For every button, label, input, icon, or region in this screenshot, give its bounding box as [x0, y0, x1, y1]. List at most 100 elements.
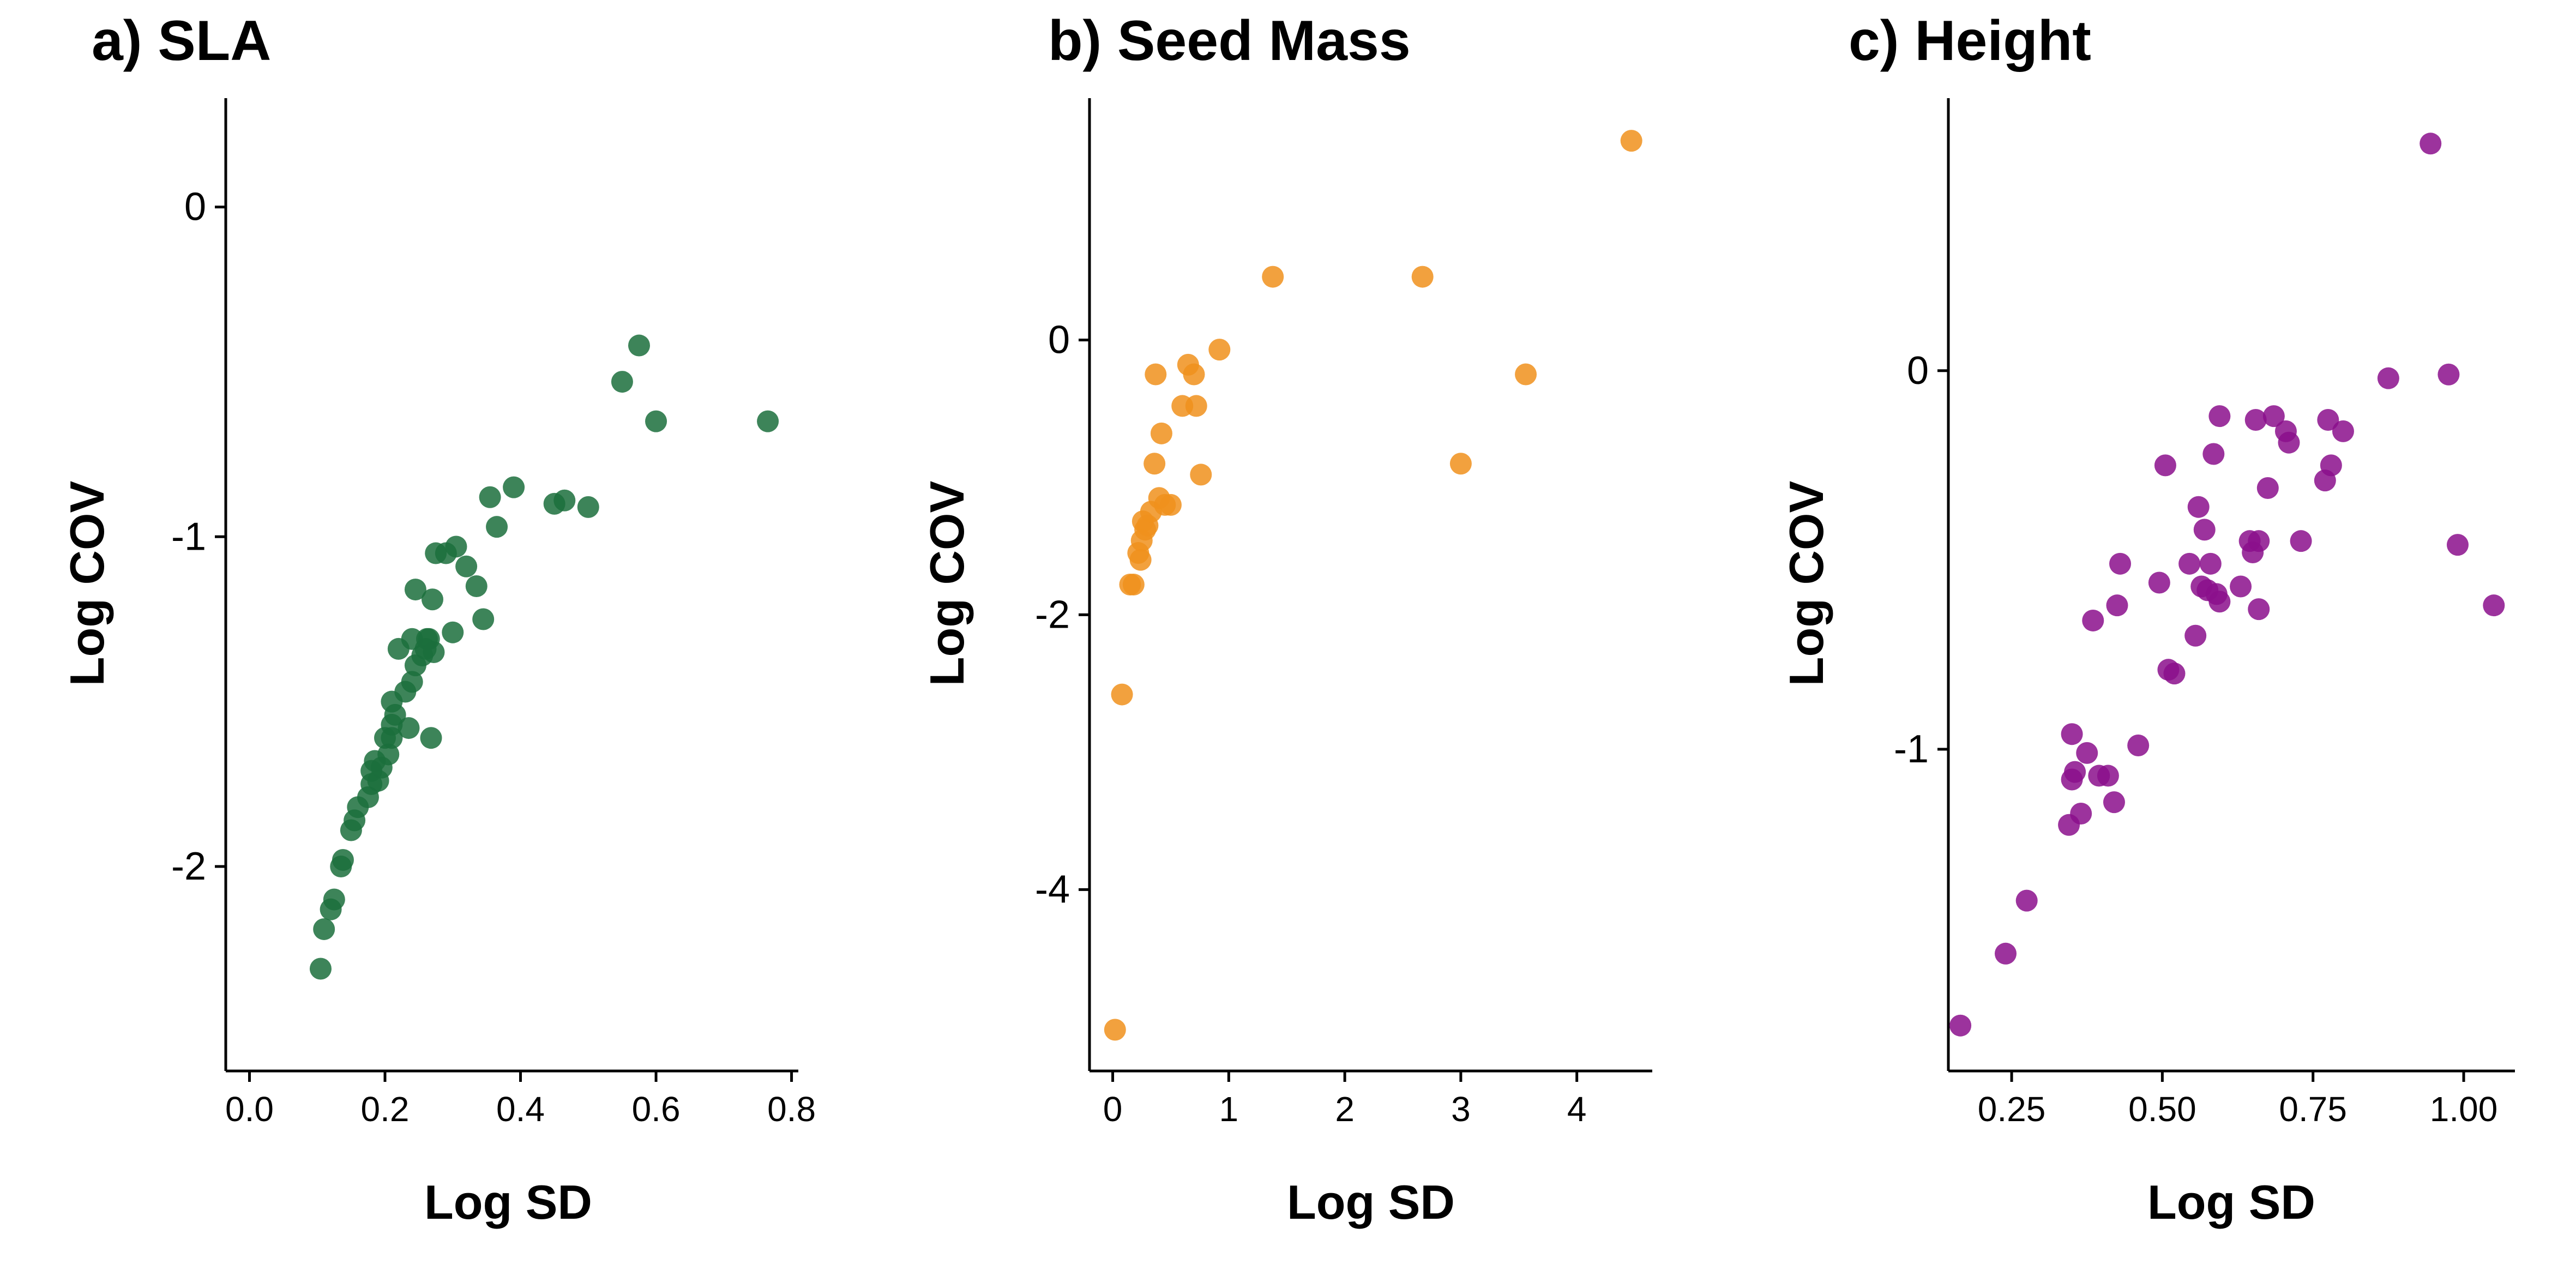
panel-a-ylabel: Log COV [60, 480, 114, 686]
panel-b-plot: 0 1 2 3 4 0 -2 -4 [1035, 98, 1652, 1129]
panel-c: c) Height Log SD Log COV 0.25 0.50 0.75 1.0… [1779, 9, 2515, 1229]
panel-c-xlabel: Log SD [2147, 1175, 2315, 1229]
panel-b-point [1145, 363, 1167, 386]
panel-c-point [2419, 133, 2442, 155]
panel-a-x-tick-label: 0.4 [496, 1090, 545, 1129]
panel-a-point [377, 743, 400, 766]
panel-c-point [2076, 742, 2098, 764]
panel-a-point [323, 888, 345, 911]
panel-c-point [2061, 723, 2083, 745]
panel-c-point [2109, 552, 2132, 575]
panel-c-point [2163, 663, 2186, 685]
panel-a-point [404, 579, 426, 601]
panel-b-point [1111, 683, 1133, 706]
panel-a-point [645, 410, 667, 432]
panel-b-point [1104, 1019, 1126, 1041]
panel-c-point [2184, 624, 2207, 647]
panel-b-point [1183, 363, 1205, 386]
panel-b-x-tick-label: 0 [1103, 1090, 1123, 1129]
panel-b-x-tick-label: 4 [1567, 1090, 1587, 1129]
panel-a-point [401, 671, 423, 693]
panel-b-title: b) Seed Mass [1048, 9, 1411, 73]
panel-c-point [2446, 534, 2469, 556]
panel-a-x-tick-label: 0.8 [767, 1090, 816, 1129]
panel-a-point [445, 535, 467, 558]
panel-a: a) SLA Log SD Log COV 0.0 0.2 0.4 0.6 0.8 0 -1… [60, 9, 816, 1229]
panel-a-point [313, 918, 335, 940]
panel-c-point [2377, 367, 2399, 389]
panel-c-point [2064, 761, 2086, 783]
panel-b-point [1262, 266, 1284, 288]
panel-c-point [2202, 443, 2225, 465]
panel-a-point [398, 717, 420, 739]
panel-c-point [2483, 594, 2505, 617]
panel-c-point [2248, 530, 2270, 552]
panel-c-point [2097, 765, 2119, 787]
panel-a-point [472, 608, 495, 630]
panel-b-point [1620, 130, 1642, 152]
panel-c-point [2248, 598, 2270, 621]
panel-b-point [1515, 363, 1537, 386]
panel-c-point [2208, 591, 2231, 613]
panel-b-point [1185, 395, 1207, 417]
panel-a-point [553, 489, 576, 511]
panel-c-point [2332, 420, 2354, 442]
panel-c-point [2178, 552, 2201, 575]
panel-a-point [479, 486, 501, 508]
panel-b-point [1122, 574, 1145, 595]
panel-c-point [2437, 363, 2460, 386]
panel-c-x-tick-label: 0.75 [2279, 1090, 2347, 1129]
panel-b-x-tick-label: 3 [1451, 1090, 1471, 1129]
panel-b-point [1150, 422, 1172, 444]
panel-a-point [486, 516, 508, 538]
panel-c-x-tick-label: 0.50 [2128, 1090, 2196, 1129]
panel-c-x-tick-label: 1.00 [2430, 1090, 2498, 1129]
panel-a-plot: 0.0 0.2 0.4 0.6 0.8 0 -1 -2 [171, 98, 816, 1129]
panel-a-y-tick-label: 0 [184, 185, 206, 229]
panel-a-point [332, 848, 354, 871]
panel-a-point [421, 588, 443, 611]
panel-a-x-tick-label: 0.0 [225, 1090, 274, 1129]
panel-a-point [628, 334, 650, 357]
panel-c-point [2244, 409, 2267, 431]
panel-b-point [1159, 493, 1182, 516]
panel-b-point [1143, 453, 1166, 475]
panel-a-point [455, 555, 478, 577]
panel-b-point [1411, 266, 1434, 288]
panel-c-point [2148, 571, 2170, 594]
panel-c-ylabel: Log COV [1779, 480, 1833, 686]
panel-a-point [611, 371, 633, 393]
panel-c-y-tick-label: -1 [1894, 727, 1929, 771]
panel-a-y-tick-label: -2 [171, 845, 206, 888]
panel-b-point [1129, 549, 1152, 571]
panel-a-point [420, 727, 442, 749]
panel-b-ylabel: Log COV [920, 480, 974, 686]
panel-b-point [1208, 339, 1231, 361]
panel-a-point [465, 575, 487, 598]
panel-c-point [1949, 1014, 1972, 1037]
panel-c-point [2082, 609, 2104, 631]
panel-b-xlabel: Log SD [1287, 1175, 1455, 1229]
panel-c-point [1995, 942, 2017, 965]
panel-a-y-tick-label: -1 [171, 515, 206, 558]
panel-c-point [2154, 454, 2176, 477]
panel-b-y-tick-label: 0 [1048, 318, 1070, 362]
panel-c-x-tick-label: 0.25 [1978, 1090, 2046, 1129]
panel-c-point [2070, 802, 2092, 824]
panel-c-point [2106, 594, 2128, 617]
panel-a-x-tick-label: 0.6 [632, 1090, 681, 1129]
panel-a-point [503, 476, 525, 498]
panel-b-point [1190, 464, 1212, 486]
panel-a-point [309, 958, 332, 980]
panel-c-point [2127, 735, 2150, 757]
panel-b-x-tick-label: 1 [1219, 1090, 1239, 1129]
panel-a-xlabel: Log SD [424, 1175, 592, 1229]
panel-c-point [2103, 791, 2125, 814]
panel-a-title: a) SLA [92, 9, 271, 73]
panel-c-title: c) Height [1849, 9, 2091, 73]
panel-c-point [2230, 575, 2252, 598]
panel-c-point [2199, 552, 2222, 575]
panel-c-point [2278, 431, 2300, 454]
panel-c-plot: 0.25 0.50 0.75 1.00 0 -1 [1894, 98, 2515, 1129]
